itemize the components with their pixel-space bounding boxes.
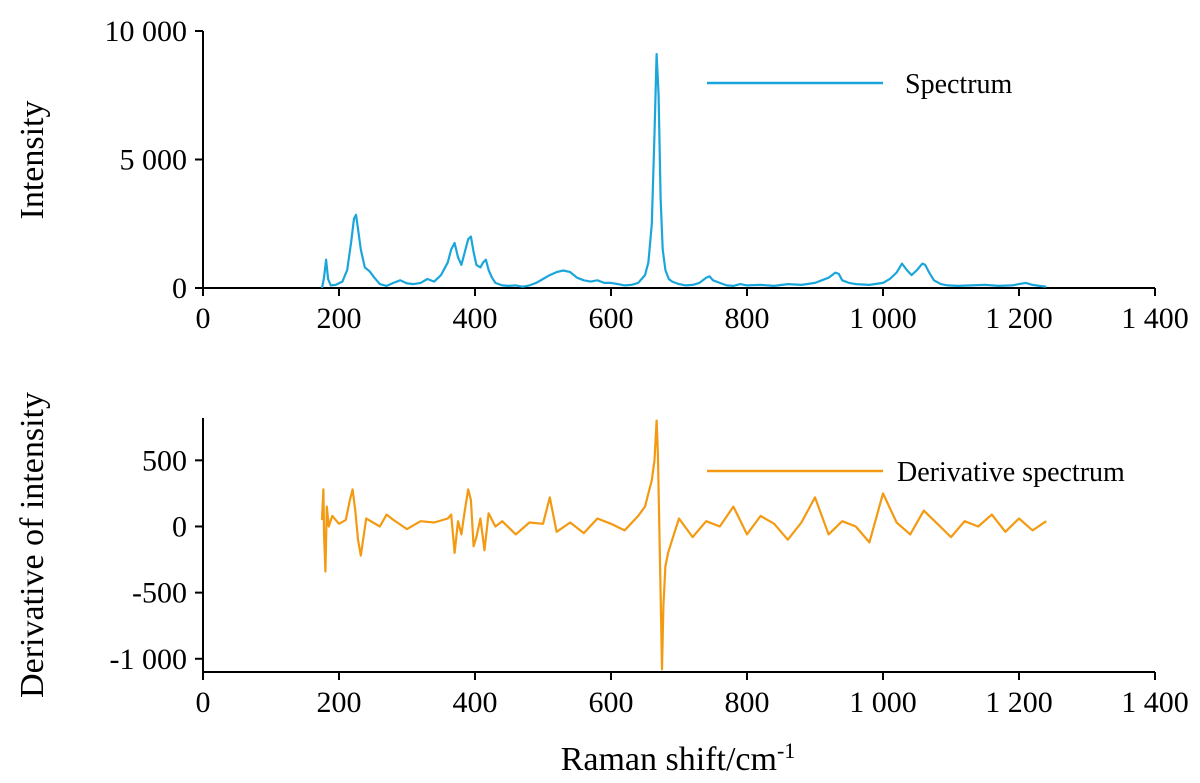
derivative-legend-label: Derivative spectrum xyxy=(897,457,1125,488)
derivative-panel: 0 200 400 600 800 1 000 1 200 1 400 -1 000 -500 0 5… xyxy=(14,392,1189,778)
derivative-series-line xyxy=(320,419,1047,671)
spectrum-legend-label: Spectrum xyxy=(905,69,1013,100)
derivative-legend: Derivative spectrum xyxy=(707,457,1125,488)
spectrum-x-tick-label: 0 xyxy=(196,302,211,335)
derivative-y-tick-label: -1 000 xyxy=(110,643,188,676)
spectrum-y-tick-label: 5 000 xyxy=(120,144,188,177)
derivative-x-tick-label: 800 xyxy=(725,686,770,719)
spectrum-y-tick-label: 10 000 xyxy=(105,15,188,48)
spectrum-panel: 0 200 400 600 800 1 000 1 200 1 400 0 5 000 10 000… xyxy=(14,15,1189,335)
spectrum-series xyxy=(320,53,1047,289)
spectrum-legend: Spectrum xyxy=(707,69,1013,100)
derivative-y-tick-label: 500 xyxy=(142,444,187,477)
spectrum-x-tick-label: 1 000 xyxy=(849,302,917,335)
x-axis-title: Raman shift/cm-1 xyxy=(561,738,796,778)
derivative-series xyxy=(320,419,1047,671)
derivative-axes: 0 200 400 600 800 1 000 1 200 1 400 -1 000 -500 0 5… xyxy=(110,418,1189,719)
spectrum-y-tick-label: 0 xyxy=(172,272,187,305)
spectrum-x-tick-label: 600 xyxy=(589,302,634,335)
derivative-x-tick-label: 1 400 xyxy=(1121,686,1189,719)
derivative-x-tick-label: 1 200 xyxy=(985,686,1053,719)
spectrum-x-tick-label: 200 xyxy=(317,302,362,335)
spectrum-x-tick-label: 400 xyxy=(453,302,498,335)
spectrum-x-tick-label: 800 xyxy=(725,302,770,335)
derivative-x-tick-label: 1 000 xyxy=(849,686,917,719)
derivative-x-tick-label: 200 xyxy=(317,686,362,719)
spectrum-x-tick-label: 1 200 xyxy=(985,302,1053,335)
spectrum-series-line xyxy=(320,53,1047,289)
spectrum-x-tick-label: 1 400 xyxy=(1121,302,1189,335)
derivative-y-axis-title: Derivative of intensity xyxy=(14,392,51,698)
derivative-x-tick-label: 0 xyxy=(196,686,211,719)
derivative-y-tick-label: -500 xyxy=(132,577,187,610)
spectrum-y-axis-title: Intensity xyxy=(14,101,51,220)
derivative-x-tick-label: 600 xyxy=(589,686,634,719)
derivative-x-tick-label: 400 xyxy=(453,686,498,719)
spectrum-axes: 0 200 400 600 800 1 000 1 200 1 400 0 5 000 10 000 xyxy=(105,15,1189,335)
derivative-y-tick-label: 0 xyxy=(172,510,187,543)
